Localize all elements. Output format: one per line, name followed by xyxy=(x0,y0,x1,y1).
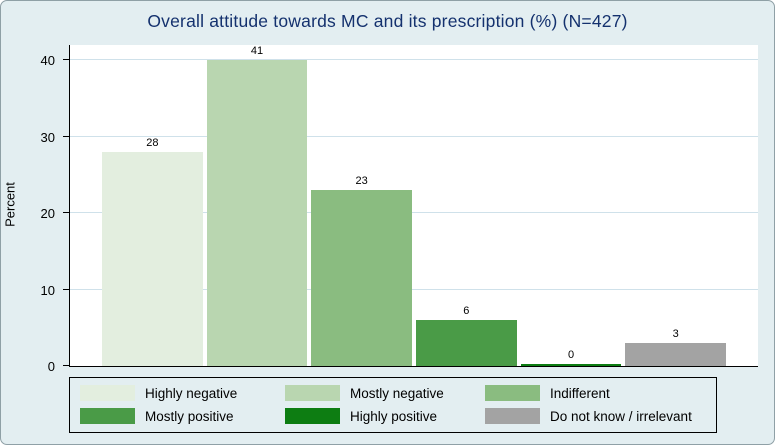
y-tick-label-30: 30 xyxy=(40,129,55,145)
bar-mostly-positive xyxy=(416,320,517,366)
y-tick-label-20: 20 xyxy=(40,206,55,222)
legend: Highly negative Mostly negative Indifferen… xyxy=(69,377,717,433)
bar-group-do-not-know-irrelevant: 3 xyxy=(625,45,727,366)
legend-label: Mostly negative xyxy=(350,385,444,401)
bar-value-label: 6 xyxy=(463,305,470,318)
legend-label: Highly positive xyxy=(350,408,438,424)
legend-entry-do-not-know-irrelevant: Do not know / irrelevant xyxy=(485,408,706,424)
legend-entry-mostly-negative: Mostly negative xyxy=(285,385,485,401)
bar-group-highly-negative: 28 xyxy=(102,45,203,366)
legend-label: Indifferent xyxy=(550,385,610,401)
gridline-40 xyxy=(70,59,758,61)
legend-entry-highly-positive: Highly positive xyxy=(285,408,485,424)
legend-swatch xyxy=(285,408,340,424)
y-tick-mark-0 xyxy=(63,365,69,366)
gridline-20 xyxy=(70,212,758,214)
legend-label: Highly negative xyxy=(145,385,238,401)
bar-highly-negative xyxy=(102,152,203,366)
y-tick-label-10: 10 xyxy=(40,282,55,298)
legend-swatch xyxy=(485,408,540,424)
bar-value-label: 0 xyxy=(567,349,575,362)
bar-group-indifferent: 23 xyxy=(311,45,413,366)
legend-label: Mostly positive xyxy=(145,408,234,424)
legend-label: Do not know / irrelevant xyxy=(550,408,692,424)
bar-value-label: 41 xyxy=(250,45,264,57)
y-tick-mark-20 xyxy=(63,212,69,214)
legend-swatch xyxy=(80,385,135,401)
bar-value-label: 23 xyxy=(355,175,368,188)
bar-group-highly-positive: 0 xyxy=(520,45,622,366)
gridline-30 xyxy=(70,135,758,137)
legend-swatch xyxy=(80,408,135,424)
bar-mostly-negative xyxy=(206,60,308,366)
legend-entry-indifferent: Indifferent xyxy=(485,385,706,401)
y-tick-label-0: 0 xyxy=(47,359,55,374)
y-tick-mark-30 xyxy=(63,135,69,137)
bars-container: 28 41 23 6 0 3 xyxy=(70,45,758,366)
plot-area: 28 41 23 6 0 3 xyxy=(69,45,758,367)
bar-indifferent xyxy=(311,190,413,366)
bar-highly-positive xyxy=(520,364,622,366)
y-tick-mark-40 xyxy=(63,59,69,61)
chart-title: Overall attitude towards MC and its pres… xyxy=(147,11,628,31)
legend-swatch xyxy=(285,385,340,401)
legend-entry-mostly-positive: Mostly positive xyxy=(80,408,285,424)
y-axis: 0 10 20 30 40 xyxy=(1,45,69,374)
legend-entry-highly-negative: Highly negative xyxy=(80,385,285,401)
bar-value-label: 3 xyxy=(672,328,679,341)
gridline-10 xyxy=(70,288,758,290)
bar-group-mostly-negative: 41 xyxy=(206,45,308,366)
bar-value-label: 28 xyxy=(146,137,159,149)
y-tick-label-40: 40 xyxy=(40,53,55,69)
y-tick-mark-10 xyxy=(63,288,69,290)
bar-do-not-know-irrelevant xyxy=(625,343,727,366)
bar-group-mostly-positive: 6 xyxy=(416,45,517,366)
legend-swatch xyxy=(485,385,540,401)
